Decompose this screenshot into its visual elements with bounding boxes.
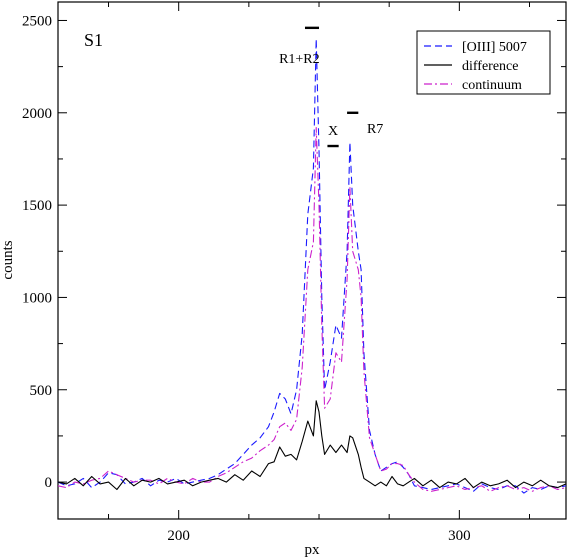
legend-label: continuum [462,78,522,93]
y-tick-label: 1500 [22,198,52,214]
panel-label: S1 [84,30,103,50]
x-axis-title: px [305,542,321,558]
y-tick-label: 1000 [22,290,52,306]
y-axis-title: counts [0,240,16,279]
y-tick-label: 2500 [22,13,52,29]
series-line-difference [57,400,567,491]
annotation-label: X [328,124,338,139]
x-tick-label: 200 [167,528,190,544]
legend-box [416,30,551,95]
y-tick-label: 0 [45,475,53,491]
series-line-continuum [57,127,567,492]
legend-label: [OIII] 5007 [462,40,527,55]
labels-group: R1+R2 X R7 [279,52,383,139]
legend-label: difference [462,59,518,74]
series-line-oiii-5007 [57,38,567,494]
annotation-label: R1+R2 [279,52,320,67]
x-tick-label: 300 [448,528,471,544]
legend: [OIII] 5007 difference continuum [416,30,551,95]
axis-ticks: 200 300 0 500 1000 1500 2000 2500 [22,2,566,544]
y-tick-label: 500 [30,383,53,399]
annotation-label: R7 [367,122,383,137]
plot-frame [57,1,567,520]
marker-bars [304,26,359,148]
y-tick-label: 2000 [22,106,52,122]
series-group [57,38,567,494]
